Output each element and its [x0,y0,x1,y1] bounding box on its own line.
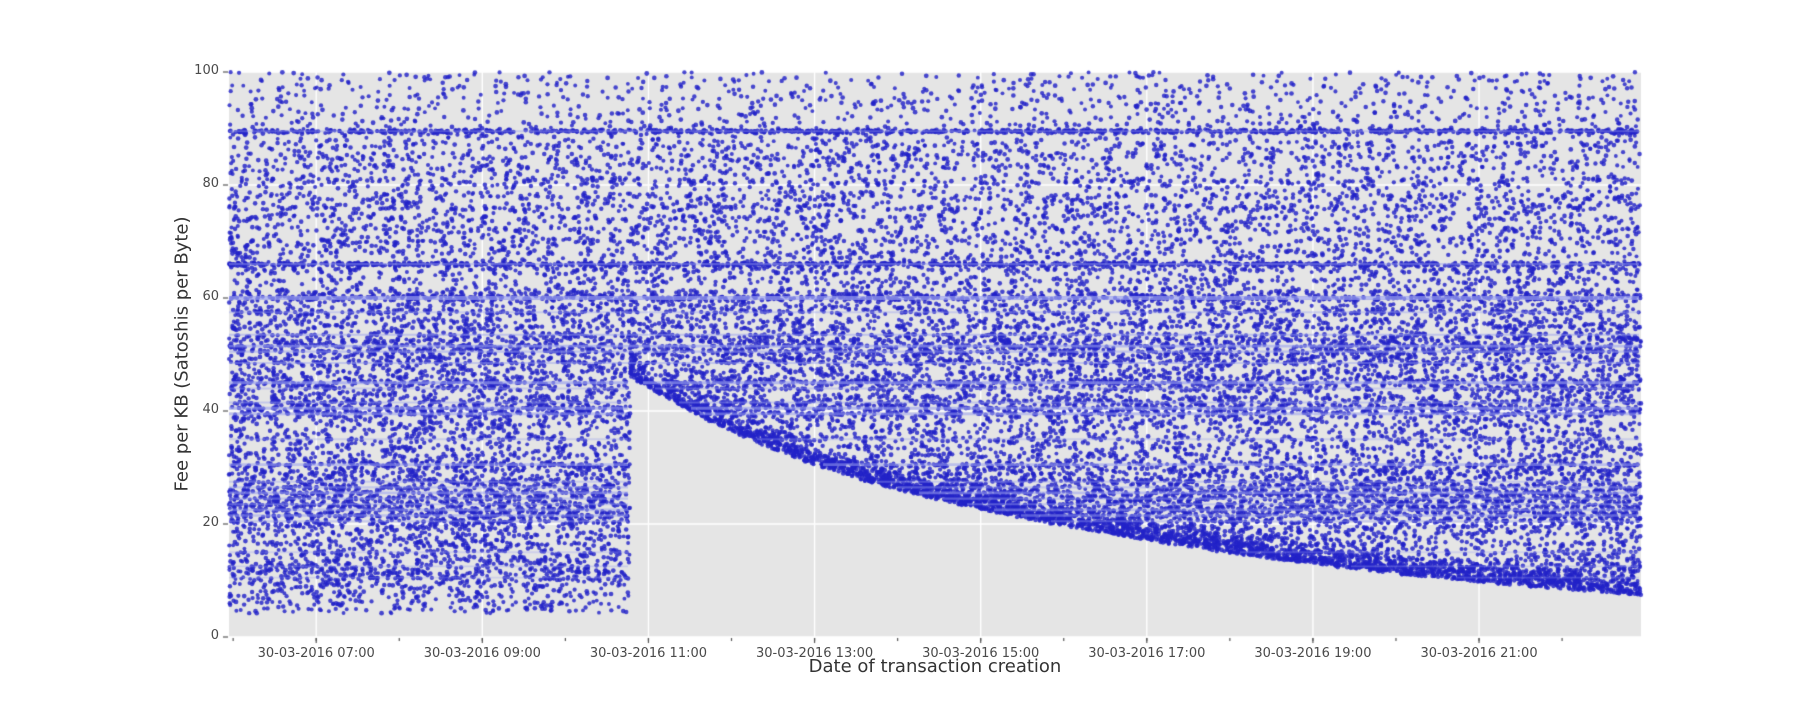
x-tick-label: 30-03-2016 11:00 [589,646,708,661]
x-tick-label: 30-03-2016 13:00 [755,646,874,661]
y-tick-label: 0 [210,628,219,643]
y-tick-label: 80 [202,176,219,191]
y-tick-label: 60 [202,289,219,304]
y-tick-label: 20 [202,515,219,530]
x-tick-label: 30-03-2016 19:00 [1254,646,1372,661]
x-tick-label: 30-03-2016 09:00 [423,646,541,661]
x-tick-label: 30-03-2016 21:00 [1420,646,1538,661]
y-axis-label: Fee per KB (Satoshis per Byte) [171,216,193,492]
x-tick-label: 30-03-2016 17:00 [1088,646,1206,661]
x-axis-label: Date of transaction creation [808,656,1062,677]
y-tick-label: 100 [194,63,219,78]
x-tick-label: 30-03-2016 15:00 [922,646,1040,661]
y-tick-label: 40 [202,402,219,417]
x-tick-label: 30-03-2016 07:00 [257,646,375,661]
